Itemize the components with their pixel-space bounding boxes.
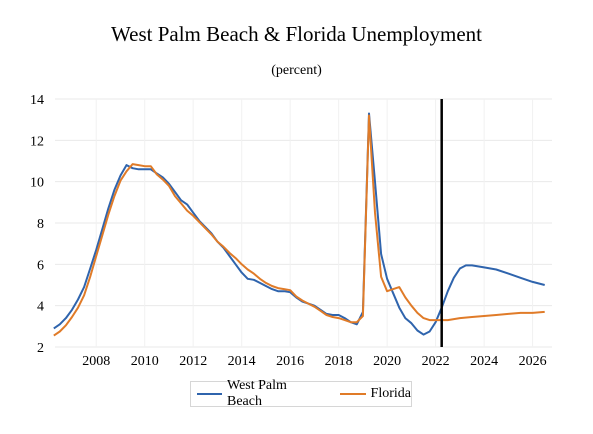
x-tick-label: 2026 [519,354,547,369]
y-tick-label: 4 [37,300,44,315]
legend-swatch-florida [339,393,366,395]
chart-legend: West Palm Beach Florida [190,378,412,410]
legend-label-west-palm-beach: West Palm Beach [226,378,287,409]
x-tick-label: 2012 [179,354,207,369]
y-tick-label: 8 [37,217,44,232]
series-line-florida [53,114,545,337]
y-axis-ticks: 2 4 6 8 10 12 14 [30,93,44,356]
series-lines [53,112,545,337]
x-tick-label: 2014 [228,354,256,369]
legend-item-florida: Florida [334,386,411,402]
x-tick-label: 2018 [325,354,353,369]
y-tick-label: 10 [30,176,44,191]
y-tick-label: 12 [30,134,44,149]
y-tick-label: 6 [37,258,44,273]
x-axis-ticks: 2008 2010 2012 2014 2016 2018 2020 2022 2024 2026 [82,354,546,369]
x-tick-label: 2022 [422,354,450,369]
x-tick-label: 2016 [276,354,304,369]
y-tick-label: 14 [30,93,44,108]
y-tick-label: 2 [37,341,44,356]
chart-title: West Palm Beach & Florida Unemployment [111,22,482,46]
chart-subtitle: (percent) [271,63,322,78]
x-tick-label: 2010 [131,354,159,369]
legend-item-west-palm-beach: West Palm Beach [191,378,322,410]
gridlines [55,98,552,348]
legend-label-florida: Florida [370,386,411,401]
series-line-west-palm-beach [53,112,545,336]
x-tick-label: 2008 [82,354,110,369]
x-tick-label: 2024 [470,354,498,369]
legend-swatch-west-palm-beach [197,393,222,395]
x-tick-label: 2020 [373,354,401,369]
